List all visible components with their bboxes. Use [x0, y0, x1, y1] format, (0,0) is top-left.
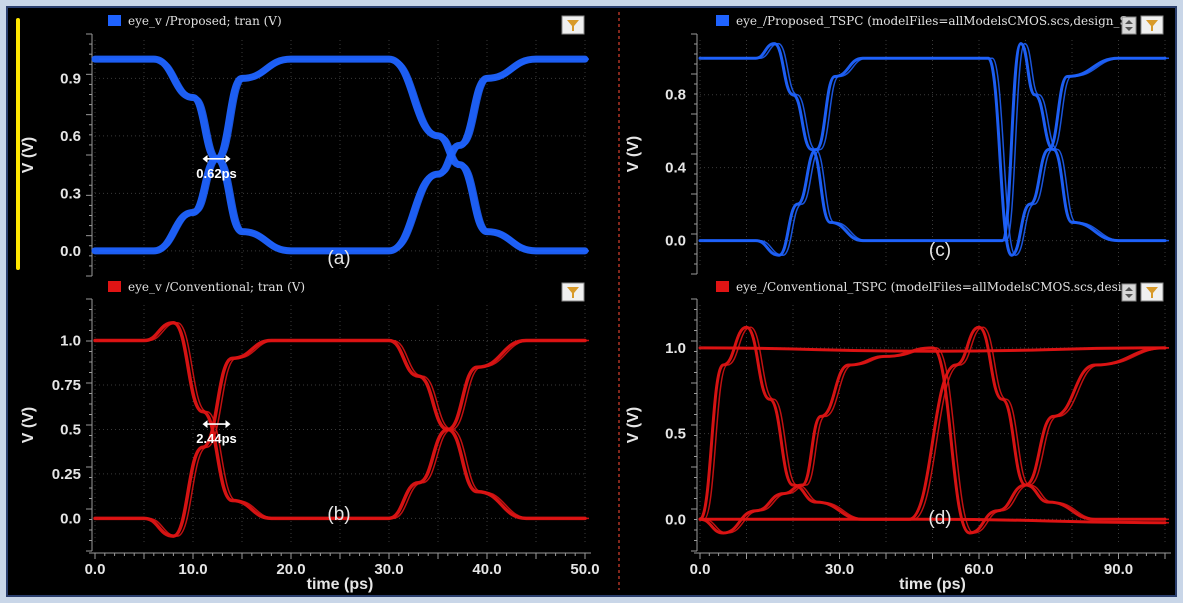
y-tick-label: 0.0: [60, 510, 81, 527]
y-tick-label: 1.0: [665, 340, 686, 357]
legend-swatch: [108, 15, 121, 26]
x-tick-label: 0.0: [690, 561, 711, 578]
legend-label: eye_/Conventional_TSPC (modelFiles=allMo…: [736, 280, 1130, 294]
jitter-annotation: 2.44ps: [196, 420, 237, 446]
legend-swatch: [716, 281, 729, 292]
x-axis-label: time (ps): [307, 576, 374, 593]
scroll-spinner[interactable]: [1121, 16, 1137, 35]
x-tick-label: 30.0: [825, 561, 854, 578]
y-tick-label: 0.0: [60, 243, 81, 260]
y-axis-label: V (V): [20, 137, 37, 173]
series-line-trace: [703, 42, 1169, 242]
panel-label: (b): [327, 504, 350, 525]
legend-swatch: [716, 15, 729, 26]
y-tick-label: 0.0: [665, 233, 686, 250]
filter-button[interactable]: [561, 282, 585, 302]
series-line-trace: [99, 339, 589, 537]
spinner-bg[interactable]: [1121, 283, 1137, 302]
y-tick-label: 0.9: [60, 70, 81, 87]
panel-label: (d): [928, 508, 951, 529]
x-tick-label: 60.0: [964, 561, 993, 578]
panel-c: 0.0 0.4 0.8 V (V) eye_/Proposed_TSPC (modelF…: [625, 14, 1169, 275]
legend-label: eye_v /Proposed; tran (V): [128, 14, 282, 28]
filter-icon: [1146, 287, 1158, 298]
annotation-text: 0.62ps: [196, 166, 236, 181]
selection-bar: [16, 18, 20, 270]
series-line-trace: [703, 518, 1170, 524]
series-line: [698, 325, 1167, 521]
panel-a: 0.0 0.3 0.6 0.9 V (V) eye_v /Proposed; tran (…: [20, 14, 590, 277]
filter-button[interactable]: [1140, 282, 1164, 302]
legend-label: eye_v /Conventional; tran (V): [128, 280, 305, 294]
jitter-annotation: 0.62ps: [196, 154, 237, 181]
panel-label: (a): [327, 248, 350, 269]
chevron-up-icon: [1125, 287, 1133, 291]
x-tick-label: 40.0: [472, 561, 501, 578]
spinner-bg[interactable]: [1121, 16, 1137, 35]
series-line: [91, 55, 589, 255]
y-axis-label: V (V): [625, 136, 642, 172]
panel-d: 0.0 0.5 1.0 V (V) 0.0 30.0 60.0 90.0 time (ps) ey…: [625, 280, 1171, 593]
y-tick-label: 0.75: [52, 377, 81, 394]
y-tick-label: 0.8: [665, 87, 686, 104]
panel-b: 0.0 0.25 0.5 0.75 1.0 V (V) 0.0 10.0 20.0 30.0 40.…: [20, 280, 600, 593]
filter-button[interactable]: [561, 15, 585, 35]
x-tick-label: 30.0: [374, 561, 403, 578]
y-tick-label: 0.5: [665, 426, 686, 443]
series-line: [91, 55, 589, 255]
scroll-spinner[interactable]: [1121, 283, 1137, 302]
x-tick-label: 20.0: [276, 561, 305, 578]
series-line: [698, 42, 1167, 243]
legend-label: eye_/Proposed_TSPC (modelFiles=allModels…: [736, 14, 1128, 28]
series-line-trace: [98, 58, 590, 252]
filter-icon: [567, 20, 579, 31]
filter-icon: [567, 287, 579, 298]
chevron-down-icon: [1125, 27, 1133, 31]
x-tick-label: 50.0: [570, 561, 599, 578]
y-tick-label: 0.5: [60, 421, 81, 438]
series-line-trace: [703, 347, 1170, 353]
series-line-trace: [98, 58, 589, 252]
x-axis-label: time (ps): [899, 576, 966, 593]
series-line: [93, 321, 587, 521]
y-tick-label: 0.0: [665, 511, 686, 528]
x-tick-label: 10.0: [178, 561, 207, 578]
filter-icon: [1146, 20, 1158, 31]
chevron-down-icon: [1125, 294, 1133, 298]
y-tick-label: 1.0: [60, 333, 81, 350]
y-axis-label: V (V): [20, 407, 37, 443]
y-axis-label: V (V): [625, 407, 642, 443]
series-line-trace: [98, 322, 589, 520]
filter-button[interactable]: [1140, 15, 1164, 35]
y-tick-label: 0.6: [60, 128, 81, 145]
annotation-text: 2.44ps: [196, 431, 236, 446]
y-tick-label: 0.3: [60, 185, 81, 202]
x-tick-label: 0.0: [85, 561, 106, 578]
panel-label: (c): [929, 240, 951, 261]
y-tick-label: 0.25: [52, 466, 81, 483]
series-line-trace: [703, 57, 1169, 256]
chevron-up-icon: [1125, 20, 1133, 24]
y-tick-label: 0.4: [665, 160, 687, 177]
legend-swatch: [108, 281, 121, 292]
x-tick-label: 90.0: [1104, 561, 1133, 578]
